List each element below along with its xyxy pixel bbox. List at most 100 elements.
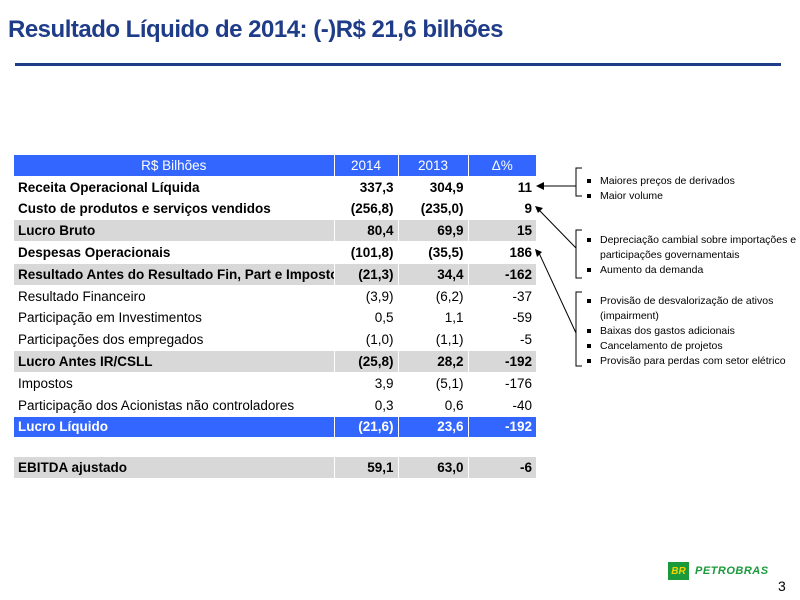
row-2013: 304,9 <box>397 176 468 199</box>
bracket-revenue <box>575 167 582 197</box>
row-2014: (256,8) <box>333 198 398 221</box>
table-row: Lucro Bruto 80,4 69,9 15 <box>14 219 536 243</box>
row-2013: 1,1 <box>397 307 468 330</box>
header-2014: 2014 <box>333 155 398 177</box>
table-row: Custo de produtos e serviços vendidos (25… <box>14 198 536 221</box>
row-2013: 28,2 <box>397 350 468 373</box>
note-item: Maior volume <box>584 189 794 204</box>
row-2013: 0,6 <box>397 394 468 417</box>
row-delta: -37 <box>467 285 536 308</box>
bracket-cost <box>575 229 582 279</box>
row-2014: 59,1 <box>333 456 398 480</box>
note-line: (impairment) <box>600 310 659 322</box>
row-label: Resultado Financeiro <box>14 285 334 308</box>
row-2014: (1,0) <box>333 328 398 352</box>
bracket-opex <box>575 291 582 367</box>
note-revenue: Maiores preços de derivados Maior volume <box>584 174 794 204</box>
row-2013: 23,6 <box>397 416 468 439</box>
row-2013: (35,5) <box>397 241 468 264</box>
row-2014: 0,3 <box>333 394 398 417</box>
row-label: Receita Operacional Líquida <box>14 176 334 199</box>
row-2014: 3,9 <box>333 372 398 395</box>
note-item: Provisão de desvalorização de ativos (imp… <box>584 294 798 324</box>
row-delta: -59 <box>467 307 536 330</box>
row-2013: (5,1) <box>397 372 468 395</box>
row-2013: 63,0 <box>397 456 468 480</box>
row-label: Custo de produtos e serviços vendidos <box>14 198 334 221</box>
table-row: Resultado Antes do Resultado Fin, Part e… <box>14 263 536 286</box>
logo-text: PETROBRAS <box>695 565 769 577</box>
row-delta: 15 <box>467 219 536 243</box>
note-item: Aumento da demanda <box>584 263 798 278</box>
page-title: Resultado Líquido de 2014: (-)R$ 21,6 bi… <box>8 16 503 43</box>
arrow-opex <box>535 249 542 257</box>
title-divider <box>15 63 781 66</box>
row-label: Lucro Líquido <box>14 416 334 439</box>
note-cost: Depreciação cambial sobre importações e p… <box>584 233 798 278</box>
row-2014: (21,3) <box>333 263 398 286</box>
connector-opex <box>538 252 577 334</box>
row-2014: (3,9) <box>333 285 398 308</box>
row-label: Participação dos Acionistas não controla… <box>14 394 334 417</box>
row-delta: -5 <box>467 328 536 352</box>
table-header-row: R$ Bilhões 2014 2013 Δ% <box>14 155 536 177</box>
row-delta: 11 <box>467 176 536 199</box>
table-spacer <box>14 437 536 458</box>
table-row: Lucro Líquido (21,6) 23,6 -192 <box>14 416 536 439</box>
financial-table: R$ Bilhões 2014 2013 Δ% Receita Operacio… <box>14 155 536 480</box>
row-2014: (25,8) <box>333 350 398 373</box>
row-label: Resultado Antes do Resultado Fin, Part e… <box>14 263 334 286</box>
petrobras-logo: BR PETROBRAS <box>668 562 769 580</box>
table-row: Participações dos empregados (1,0) (1,1) -5 <box>14 328 536 352</box>
table-row: Participação em Investimentos 0,5 1,1 -59 <box>14 307 536 330</box>
table-row: Receita Operacional Líquida 337,3 304,9 11 <box>14 176 536 199</box>
row-2014: 0,5 <box>333 307 398 330</box>
row-label: Lucro Antes IR/CSLL <box>14 350 334 373</box>
row-delta: -192 <box>467 350 536 373</box>
table-row: Lucro Antes IR/CSLL (25,8) 28,2 -192 <box>14 350 536 373</box>
ebitda-row: EBITDA ajustado 59,1 63,0 -6 <box>14 456 536 480</box>
arrow-revenue <box>536 182 544 190</box>
row-label: Despesas Operacionais <box>14 241 334 264</box>
connector-cost <box>538 209 577 249</box>
row-2013: (235,0) <box>397 198 468 221</box>
note-line: Depreciação cambial sobre importações e <box>600 234 797 246</box>
page-number: 3 <box>778 578 786 594</box>
row-delta: -192 <box>467 416 536 439</box>
table-row: Participação dos Acionistas não controla… <box>14 394 536 417</box>
row-delta: -6 <box>467 456 536 480</box>
row-2014: 337,3 <box>333 176 398 199</box>
note-item: Provisão para perdas com setor elétrico <box>584 354 798 369</box>
header-delta: Δ% <box>467 155 536 177</box>
note-item: Depreciação cambial sobre importações e p… <box>584 233 798 263</box>
row-label: Participações dos empregados <box>14 328 334 352</box>
row-2014: (101,8) <box>333 241 398 264</box>
row-2014: (21,6) <box>333 416 398 439</box>
note-item: Baixas dos gastos adicionais <box>584 324 798 339</box>
row-label: Participação em Investimentos <box>14 307 334 330</box>
br-logo-icon: BR <box>668 562 689 580</box>
row-label: EBITDA ajustado <box>14 456 334 480</box>
row-label: Lucro Bruto <box>14 219 334 243</box>
row-delta: -162 <box>467 263 536 286</box>
row-delta: -176 <box>467 372 536 395</box>
header-label: R$ Bilhões <box>14 155 334 177</box>
row-2013: (1,1) <box>397 328 468 352</box>
table-row: Resultado Financeiro (3,9) (6,2) -37 <box>14 285 536 308</box>
note-opex: Provisão de desvalorização de ativos (imp… <box>584 294 798 369</box>
row-2013: 69,9 <box>397 219 468 243</box>
note-line: Provisão de desvalorização de ativos <box>600 295 774 307</box>
table-row: Impostos 3,9 (5,1) -176 <box>14 372 536 395</box>
row-2013: 34,4 <box>397 263 468 286</box>
header-2013: 2013 <box>397 155 468 177</box>
row-delta: -40 <box>467 394 536 417</box>
note-item: Cancelamento de projetos <box>584 339 798 354</box>
row-2013: (6,2) <box>397 285 468 308</box>
note-line: participações governamentais <box>600 249 740 261</box>
note-item: Maiores preços de derivados <box>584 174 794 189</box>
row-delta: 186 <box>467 241 536 264</box>
row-delta: 9 <box>467 198 536 221</box>
row-2014: 80,4 <box>333 219 398 243</box>
row-label: Impostos <box>14 372 334 395</box>
